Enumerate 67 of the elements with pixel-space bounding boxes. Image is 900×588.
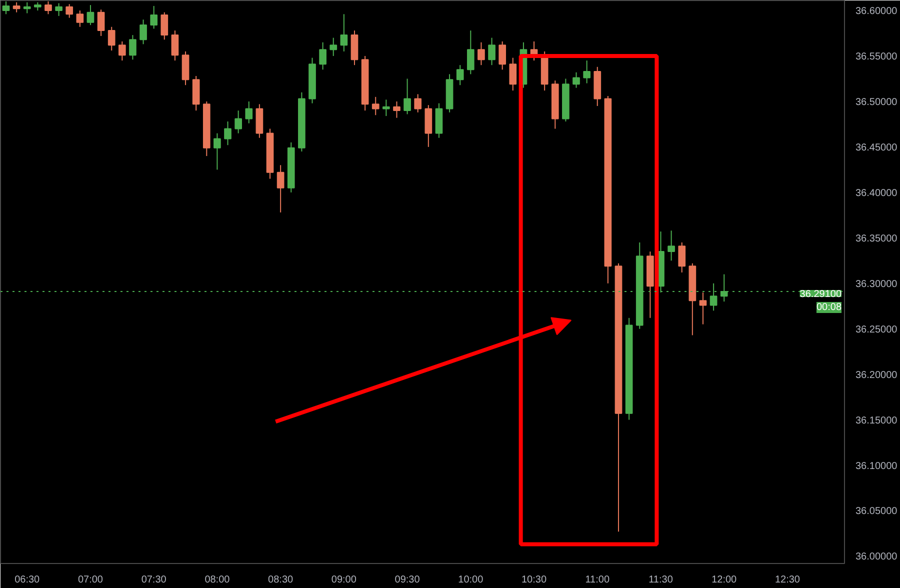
y-tick-label: 36.55000 xyxy=(856,51,898,62)
y-tick-label: 36.50000 xyxy=(856,96,898,108)
candlestick xyxy=(12,2,20,13)
candlestick xyxy=(699,292,707,325)
candlestick xyxy=(382,99,390,117)
y-tick-label: 36.40000 xyxy=(856,188,898,199)
candlestick xyxy=(214,132,221,170)
candlestick xyxy=(572,72,580,88)
candlestick xyxy=(55,2,62,16)
candlestick xyxy=(372,96,380,116)
x-tick-label: 10:30 xyxy=(522,574,547,586)
x-tick-label: 08:00 xyxy=(204,574,230,586)
y-tick-label: 36.00000 xyxy=(856,552,898,563)
candlestick xyxy=(404,78,411,115)
y-tick-label: 36.45000 xyxy=(856,142,898,154)
candlestick xyxy=(509,57,517,92)
candlestick xyxy=(234,110,242,134)
candlestick xyxy=(498,40,506,70)
candlestick xyxy=(108,26,116,52)
candlestick xyxy=(150,5,158,30)
candlestick xyxy=(478,42,485,66)
y-tick-label: 36.35000 xyxy=(856,233,898,244)
y-tick-label: 36.60000 xyxy=(856,6,898,18)
candlestick xyxy=(44,0,52,15)
candlestick xyxy=(393,100,400,118)
candlestick xyxy=(456,64,464,86)
candlestick xyxy=(140,19,147,45)
candlestick xyxy=(245,100,253,124)
x-tick-label: 12:30 xyxy=(774,574,800,586)
candlestick xyxy=(86,4,94,26)
x-tick-label: 12:00 xyxy=(712,574,738,586)
candlestick xyxy=(118,40,126,62)
candlestick xyxy=(2,0,10,15)
candlestick xyxy=(66,4,74,18)
y-tick-label: 36.15000 xyxy=(856,415,898,426)
y-tick-label: 36.25000 xyxy=(856,324,898,336)
candlestick xyxy=(171,30,179,62)
candlestick xyxy=(340,14,348,52)
candlestick xyxy=(583,60,590,84)
candlestick xyxy=(76,10,84,28)
candlestick xyxy=(97,9,105,36)
candlestick xyxy=(678,242,686,273)
candlestick xyxy=(319,42,326,70)
candlestick xyxy=(23,2,31,14)
x-tick-label: 10:00 xyxy=(458,574,484,586)
candlestick xyxy=(668,230,675,262)
x-tick-label: 06:30 xyxy=(14,574,40,586)
x-tick-label: 07:30 xyxy=(141,574,167,586)
candlestick xyxy=(466,30,474,75)
y-tick-label: 36.05000 xyxy=(856,506,898,518)
candlestick xyxy=(276,164,284,213)
candlestick xyxy=(129,34,136,60)
candlestick xyxy=(488,37,496,66)
candlestick xyxy=(414,94,422,113)
y-tick-label: 36.10000 xyxy=(856,460,898,472)
x-tick-label: 07:00 xyxy=(78,574,104,586)
x-tick-label: 11:30 xyxy=(648,574,674,586)
x-tick-label: 09:30 xyxy=(394,574,420,586)
candlestick xyxy=(330,37,338,56)
annotation: 00:08 xyxy=(816,302,842,314)
x-tick-label: 08:30 xyxy=(268,574,294,586)
y-tick-label: 36.30000 xyxy=(856,278,898,290)
y-tick-label: 36.20000 xyxy=(856,370,898,381)
candlestick xyxy=(160,12,168,40)
x-tick-label: 09:00 xyxy=(331,574,357,586)
x-tick-label: 11:00 xyxy=(585,574,610,586)
candlestick xyxy=(224,120,232,146)
